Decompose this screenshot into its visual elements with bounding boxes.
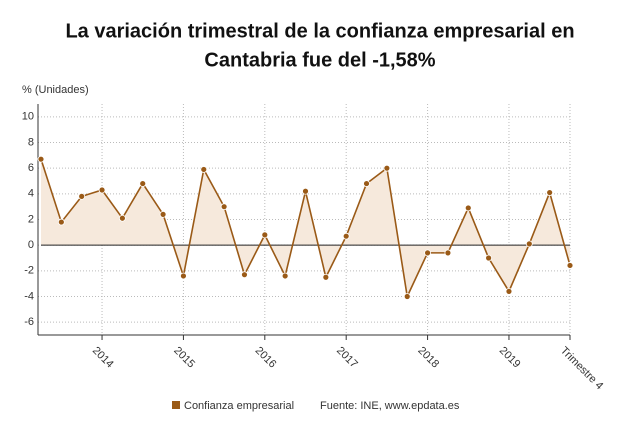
point xyxy=(363,180,370,187)
x-tick-label: 2017 xyxy=(334,345,360,371)
legend-swatch xyxy=(172,401,180,409)
point xyxy=(424,249,431,257)
x-tick-label: Trimestre 4 xyxy=(558,345,606,393)
point xyxy=(139,180,147,187)
point xyxy=(159,210,167,218)
point xyxy=(281,272,289,280)
point xyxy=(525,240,533,248)
y-tick-label: -4 xyxy=(24,290,34,302)
x-tick-label: 2016 xyxy=(253,345,279,371)
point xyxy=(546,189,554,196)
point xyxy=(485,254,493,262)
legend-label: Confianza empresarial xyxy=(184,400,294,412)
point xyxy=(322,273,330,281)
point xyxy=(261,231,269,239)
y-axis-label: % (Unidades) xyxy=(22,84,89,96)
x-tick-label: 2018 xyxy=(415,345,441,371)
y-tick-label: 8 xyxy=(28,136,34,148)
y-tick-label: 10 xyxy=(22,111,34,123)
chart-title: La variación trimestral de la confianza … xyxy=(65,20,574,42)
point xyxy=(566,262,574,269)
point xyxy=(118,214,126,222)
point xyxy=(78,192,86,200)
point xyxy=(302,187,309,195)
y-tick-label: -2 xyxy=(24,265,34,277)
point xyxy=(464,204,472,212)
x-tick-label: 2015 xyxy=(171,345,197,371)
point xyxy=(180,272,187,280)
source: Fuente: INE, www.epdata.es xyxy=(320,400,460,412)
point xyxy=(98,186,106,194)
x-tick-label: 2019 xyxy=(497,345,523,371)
y-tick-label: -6 xyxy=(24,316,34,328)
area xyxy=(41,159,570,297)
point xyxy=(241,271,248,279)
y-tick-label: 0 xyxy=(28,239,34,251)
y-tick-label: 6 xyxy=(28,162,34,174)
point xyxy=(383,164,391,172)
point xyxy=(37,155,45,163)
point xyxy=(444,249,452,257)
chart-title: Cantabria fue del -1,58% xyxy=(204,49,435,71)
point xyxy=(220,203,228,211)
point xyxy=(200,166,208,173)
point xyxy=(505,287,513,295)
x-tick-label: 2014 xyxy=(90,345,116,371)
y-tick-label: 4 xyxy=(28,188,34,200)
point xyxy=(342,232,350,240)
y-tick-label: 2 xyxy=(28,213,34,225)
point xyxy=(403,293,411,300)
point xyxy=(57,218,65,226)
